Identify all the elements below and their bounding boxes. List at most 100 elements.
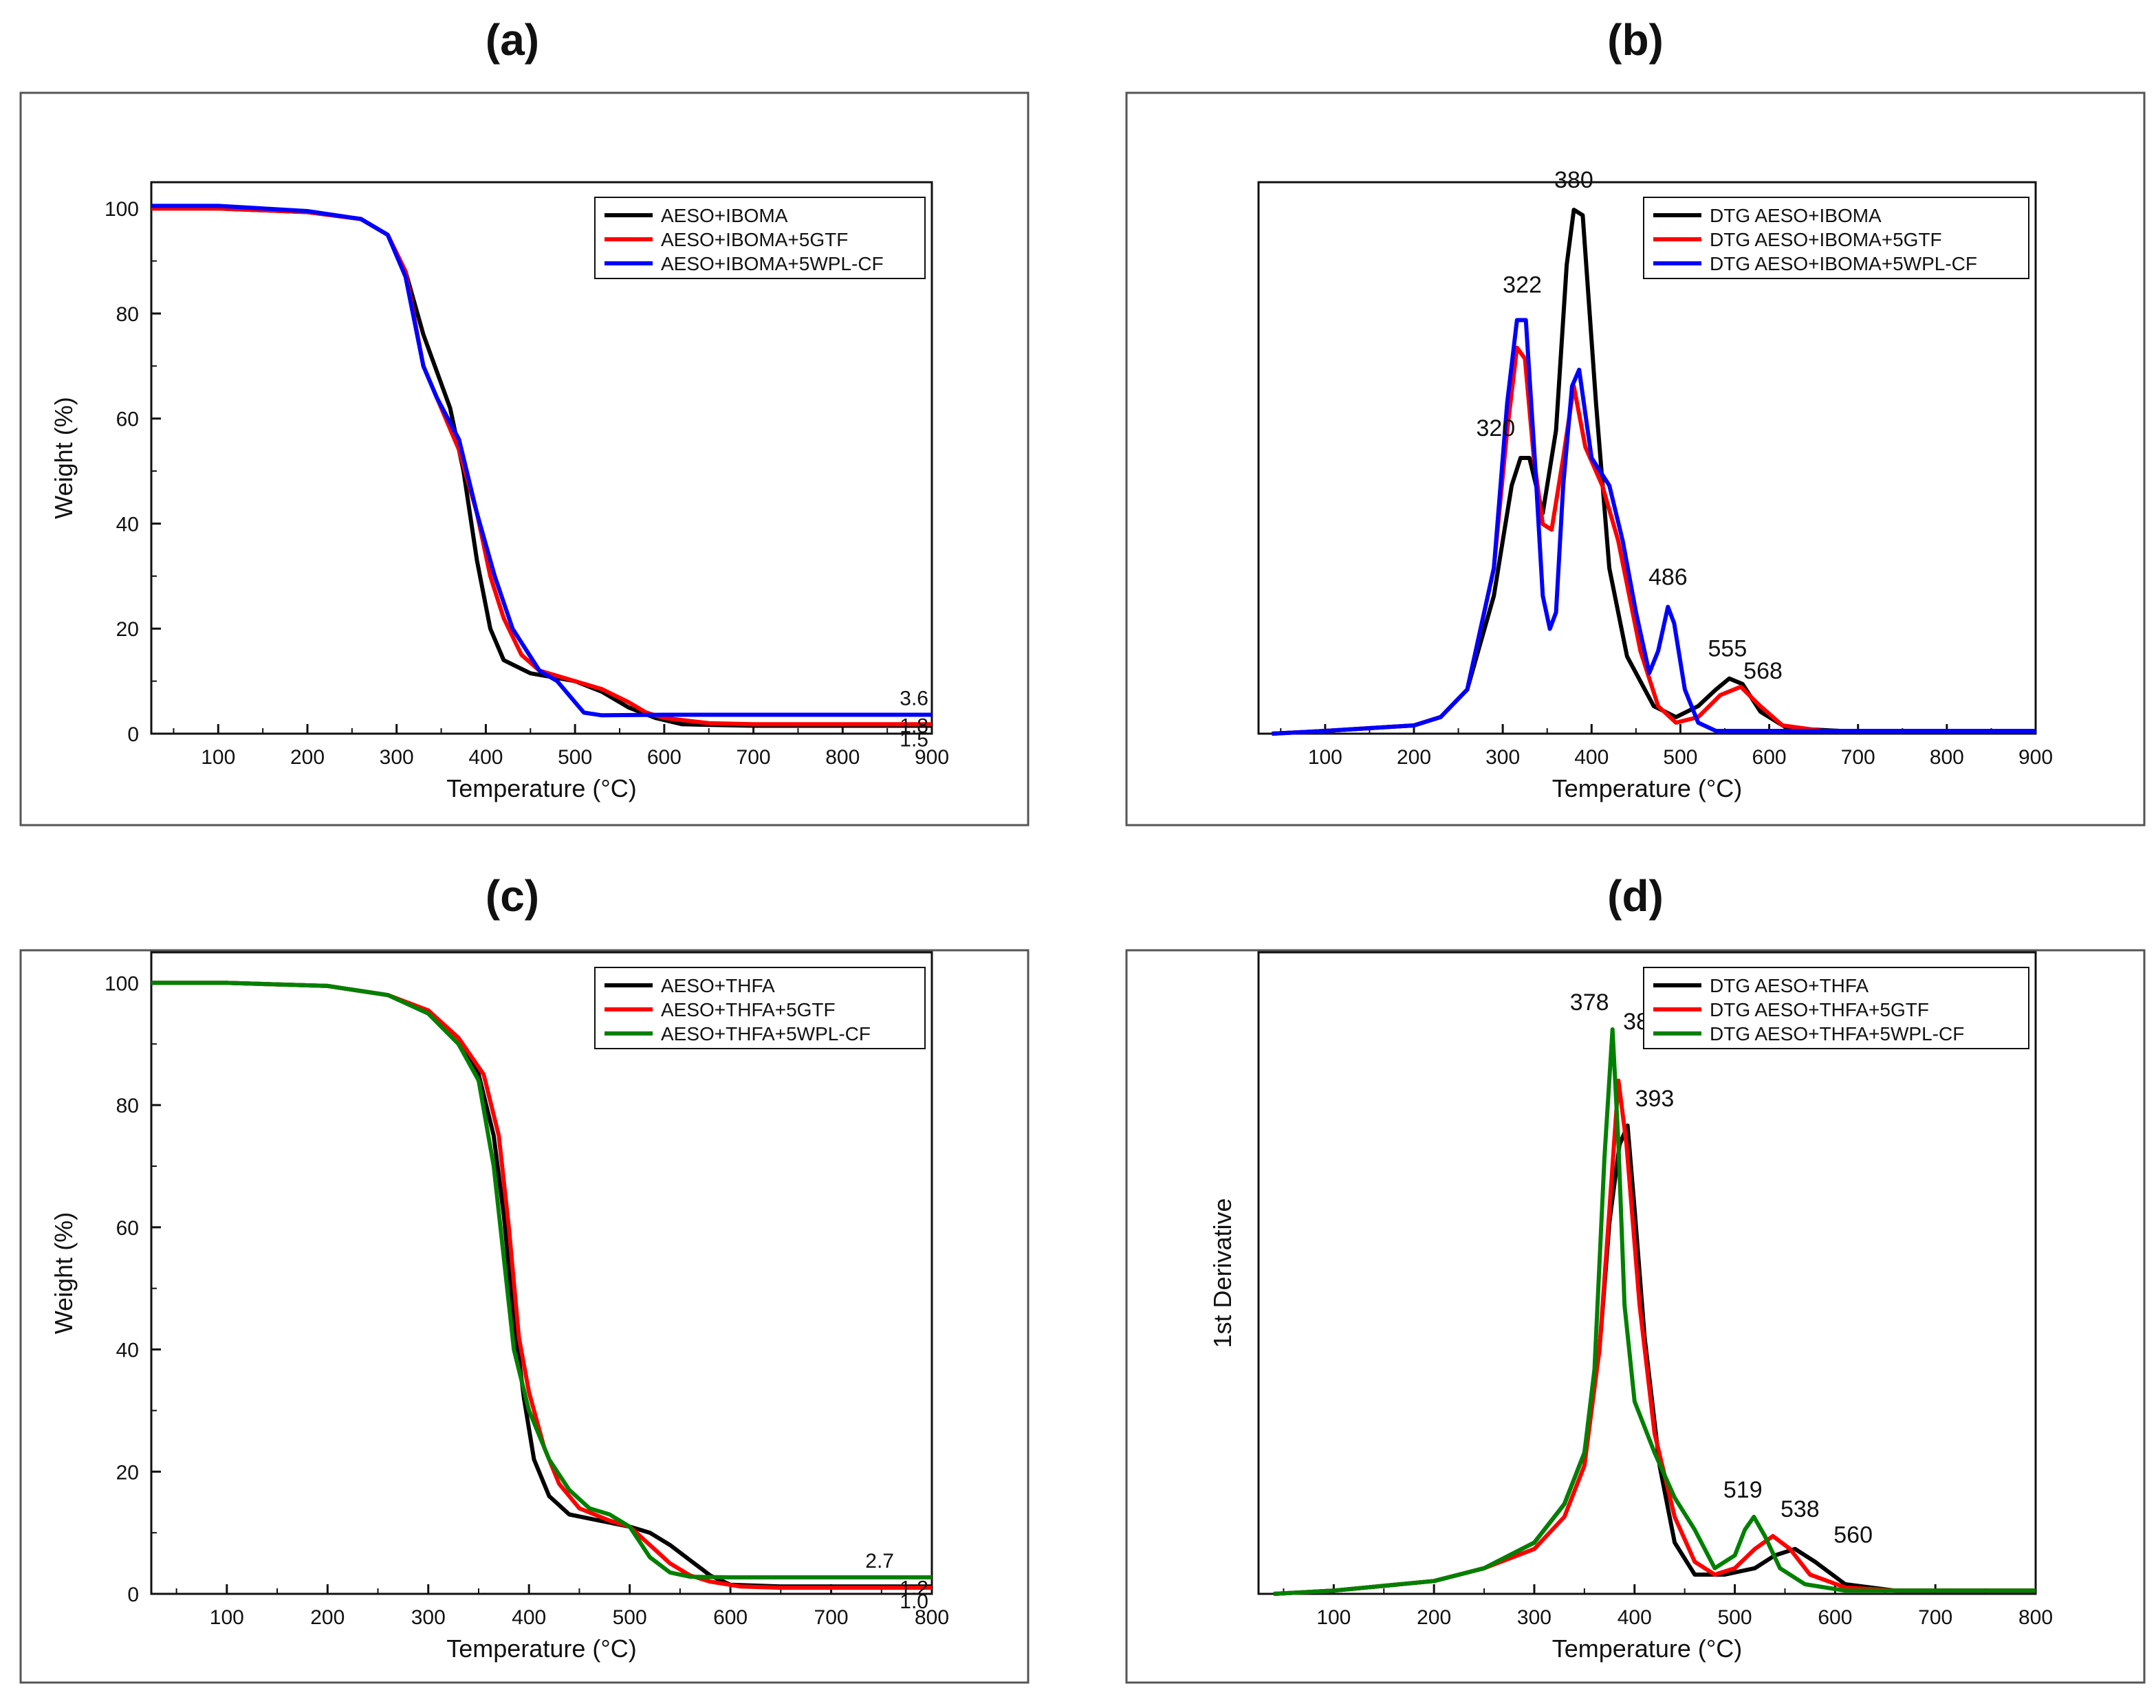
x-tick-label: 400 bbox=[512, 1606, 546, 1629]
y-tick-label: 40 bbox=[116, 513, 139, 536]
series-line-1 bbox=[151, 981, 932, 1590]
y-tick-label: 100 bbox=[105, 972, 139, 995]
series-line-2 bbox=[1272, 318, 2036, 736]
x-tick-label: 200 bbox=[310, 1606, 345, 1629]
y-tick-label: 60 bbox=[116, 408, 139, 431]
x-tick-label: 200 bbox=[1397, 746, 1431, 769]
x-tick-label: 500 bbox=[558, 746, 592, 769]
x-tick-label: 200 bbox=[1417, 1606, 1451, 1629]
legend-label: AESO+IBOMA+5GTF bbox=[661, 229, 848, 250]
x-tick-label: 100 bbox=[1316, 1606, 1351, 1629]
x-tick-label: 800 bbox=[1930, 746, 1964, 769]
x-axis-label: Temperature (°C) bbox=[1552, 774, 1742, 802]
legend-label: DTG AESO+IBOMA+5GTF bbox=[1710, 229, 1942, 250]
series-line-1 bbox=[151, 206, 932, 727]
legend-label: AESO+IBOMA bbox=[661, 205, 788, 226]
legend-label: AESO+THFA+5GTF bbox=[661, 999, 836, 1020]
x-tick-label: 700 bbox=[1841, 746, 1875, 769]
panel-title: (a) bbox=[486, 15, 539, 65]
plot-area bbox=[1257, 951, 2037, 1595]
legend-label: DTG AESO+IBOMA bbox=[1710, 205, 1882, 226]
y-tick-label: 0 bbox=[127, 1584, 139, 1606]
y-axis-label: 1st Derivative bbox=[1208, 1198, 1237, 1348]
plot-area bbox=[150, 951, 933, 1595]
x-tick-label: 800 bbox=[825, 746, 860, 769]
peak-annotation: 320 bbox=[1476, 415, 1515, 441]
peak-annotation: 486 bbox=[1648, 564, 1688, 590]
series-line-1 bbox=[1272, 345, 2036, 736]
x-axis-label: Temperature (°C) bbox=[446, 1634, 636, 1663]
y-tick-label: 20 bbox=[116, 1461, 139, 1484]
x-tick-label: 100 bbox=[210, 1606, 244, 1629]
peak-annotation: 322 bbox=[1503, 272, 1542, 298]
x-tick-label: 600 bbox=[713, 1606, 748, 1629]
legend-label: AESO+THFA+5WPL-CF bbox=[661, 1023, 871, 1044]
residue-label: 2.7 bbox=[865, 1550, 894, 1573]
x-tick-label: 800 bbox=[915, 1606, 949, 1629]
x-tick-label: 400 bbox=[1618, 1606, 1652, 1629]
residue-label: 1.5 bbox=[900, 729, 928, 752]
x-tick-label: 500 bbox=[1663, 746, 1697, 769]
legend-label: DTG AESO+THFA+5GTF bbox=[1710, 999, 1929, 1020]
x-tick-label: 700 bbox=[814, 1606, 849, 1629]
x-tick-label: 100 bbox=[1308, 746, 1342, 769]
y-tick-label: 0 bbox=[127, 723, 139, 746]
y-tick-label: 20 bbox=[116, 618, 139, 641]
legend-label: DTG AESO+THFA+5WPL-CF bbox=[1710, 1023, 1964, 1044]
panel-b: (b) 100 200 300 400 500 600 700 800 900 Temperatur… bbox=[1125, 15, 2146, 826]
residue-label: 3.6 bbox=[900, 688, 928, 710]
legend bbox=[1643, 197, 2029, 279]
residue-label: 1.0 bbox=[900, 1590, 928, 1613]
panel-title: (c) bbox=[486, 871, 539, 921]
series-line-0 bbox=[151, 206, 932, 728]
peak-annotation: 568 bbox=[1743, 658, 1783, 684]
panel-frame bbox=[1125, 949, 2146, 1684]
panel-frame bbox=[19, 91, 1030, 826]
panel-frame bbox=[1125, 91, 2146, 826]
series-line-0 bbox=[1272, 208, 2036, 736]
x-tick-label: 900 bbox=[915, 746, 949, 769]
panel-d: (d) 100 200 300 400 500 600 700 800 Temperature (… bbox=[1125, 871, 2146, 1684]
x-tick-label: 600 bbox=[647, 746, 682, 769]
x-tick-label: 100 bbox=[201, 746, 235, 769]
x-axis-label: Temperature (°C) bbox=[1552, 1634, 1742, 1663]
peak-annotation: 538 bbox=[1781, 1496, 1820, 1522]
x-tick-label: 700 bbox=[737, 746, 771, 769]
plot-area bbox=[1257, 181, 2037, 735]
y-tick-label: 80 bbox=[116, 1095, 139, 1117]
y-axis-label: Weight (%) bbox=[50, 397, 78, 518]
x-tick-label: 300 bbox=[380, 746, 414, 769]
x-tick-label: 400 bbox=[468, 746, 503, 769]
y-tick-label: 40 bbox=[116, 1339, 139, 1362]
x-axis-label: Temperature (°C) bbox=[446, 774, 636, 802]
x-tick-label: 800 bbox=[2018, 1606, 2053, 1629]
residue-label: 1.2 bbox=[900, 1577, 928, 1599]
series-line-2 bbox=[1273, 1027, 2036, 1596]
series-line-2 bbox=[151, 204, 932, 718]
x-tick-label: 300 bbox=[1485, 746, 1520, 769]
x-tick-label: 200 bbox=[290, 746, 325, 769]
legend-label: AESO+IBOMA+5WPL-CF bbox=[661, 253, 884, 274]
x-tick-label: 500 bbox=[1718, 1606, 1752, 1629]
legend bbox=[1643, 967, 2029, 1049]
series-line-1 bbox=[1273, 1078, 2036, 1596]
x-tick-label: 600 bbox=[1752, 746, 1787, 769]
series-line-0 bbox=[151, 981, 932, 1589]
y-tick-label: 60 bbox=[116, 1217, 139, 1240]
y-tick-label: 100 bbox=[105, 198, 139, 221]
legend-label: DTG AESO+THFA bbox=[1710, 975, 1869, 996]
peak-annotation: 393 bbox=[1635, 1086, 1675, 1112]
panel-title: (b) bbox=[1607, 15, 1664, 65]
residue-label: 1.8 bbox=[900, 714, 928, 737]
peak-annotation: 378 bbox=[1570, 989, 1609, 1016]
peak-annotation: 560 bbox=[1833, 1522, 1873, 1548]
x-tick-label: 400 bbox=[1574, 746, 1609, 769]
peak-annotation: 380 bbox=[1554, 167, 1593, 193]
panel-title: (d) bbox=[1607, 871, 1664, 921]
y-tick-label: 80 bbox=[116, 303, 139, 326]
panel-frame bbox=[19, 949, 1030, 1684]
legend-label: AESO+THFA bbox=[661, 975, 775, 996]
panel-a: (a) 100 200 300 400 500 600 700 800 900 0 20 40 60 80 1… bbox=[19, 15, 1030, 826]
